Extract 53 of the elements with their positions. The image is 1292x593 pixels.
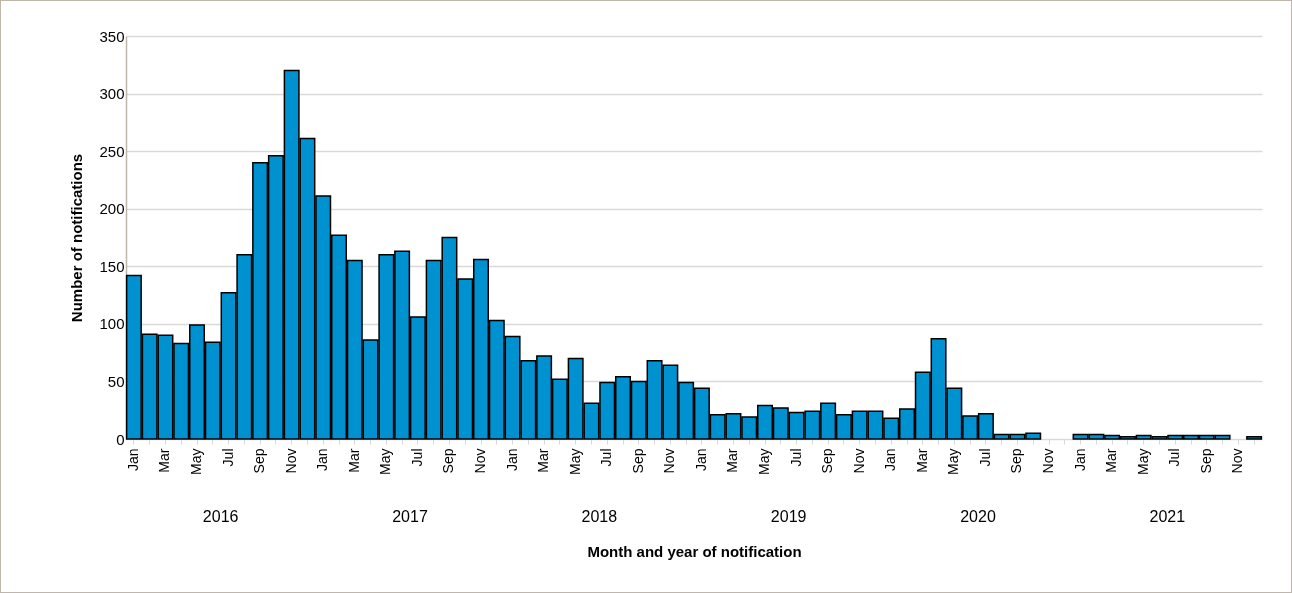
x-tick-label: Sep — [1008, 448, 1025, 474]
x-tick-label: Nov — [472, 448, 488, 474]
x-tick-label: Mar — [345, 448, 362, 473]
text: 2018 — [581, 508, 618, 525]
text: 2019 — [770, 508, 807, 525]
x-tick-label: May — [188, 448, 204, 475]
x-tick-label: Jan — [124, 448, 141, 472]
y-tick-label: 250 — [99, 142, 125, 160]
x-tick-label: Sep — [819, 448, 836, 474]
x-axis-title: Month and year of notification — [587, 542, 802, 560]
x-tick-label: Jan — [882, 448, 899, 472]
x-tick-label: Nov — [850, 448, 867, 474]
x-tick-label: Mar — [1103, 448, 1120, 473]
x-tick-label: Jul — [787, 448, 804, 467]
x-tick-label: May — [1134, 448, 1151, 475]
y-tick-label: 200 — [99, 200, 125, 218]
text: 2016 — [202, 508, 239, 525]
x-tick-label: Jul — [598, 448, 615, 467]
x-tick-label: Sep — [251, 448, 268, 474]
x-tick-label: Mar — [156, 448, 173, 473]
x-tick-label: Nov — [1040, 448, 1056, 474]
x-tick-label: May — [566, 448, 583, 475]
y-tick-label: 300 — [99, 85, 125, 103]
bar — [1246, 435, 1263, 440]
x-tick-label: Jul — [408, 448, 425, 467]
x-tick-label: Jan — [314, 448, 331, 472]
x-tick-label: Jan — [503, 448, 520, 472]
x-tick-label: Nov — [282, 448, 299, 474]
x-tick-label: May — [756, 448, 772, 475]
y-axis-title: Number of notifications — [68, 153, 86, 323]
x-tick-label: Sep — [440, 448, 457, 474]
text: 2020 — [960, 508, 996, 525]
y-tick-label: 50 — [107, 372, 125, 390]
y-tick-label: 150 — [99, 257, 125, 275]
x-tick-label: Jan — [1071, 448, 1088, 472]
x-tick-label: Sep — [629, 448, 646, 474]
x-tick-label: Sep — [1197, 448, 1214, 474]
x-tick-label: Jan — [692, 448, 709, 472]
x-tick-label: Jul — [219, 448, 236, 467]
y-tick-label: 100 — [99, 315, 125, 333]
x-tick-label: Mar — [913, 448, 930, 473]
text: 2017 — [392, 508, 428, 525]
x-tick-label: May — [377, 448, 394, 475]
text: 2021 — [1149, 508, 1186, 525]
y-tick-label: 350 — [99, 27, 125, 45]
x-tick-label: Jul — [976, 448, 993, 467]
x-tick-label: Nov — [661, 448, 678, 474]
x-tick-label: Jul — [1166, 448, 1183, 467]
x-tick-label: Mar — [535, 448, 552, 473]
x-tick-label: Mar — [724, 448, 741, 473]
x-tick-label: Nov — [1229, 448, 1246, 474]
y-tick-label: 0 — [116, 430, 125, 448]
x-tick-label: May — [945, 448, 962, 475]
